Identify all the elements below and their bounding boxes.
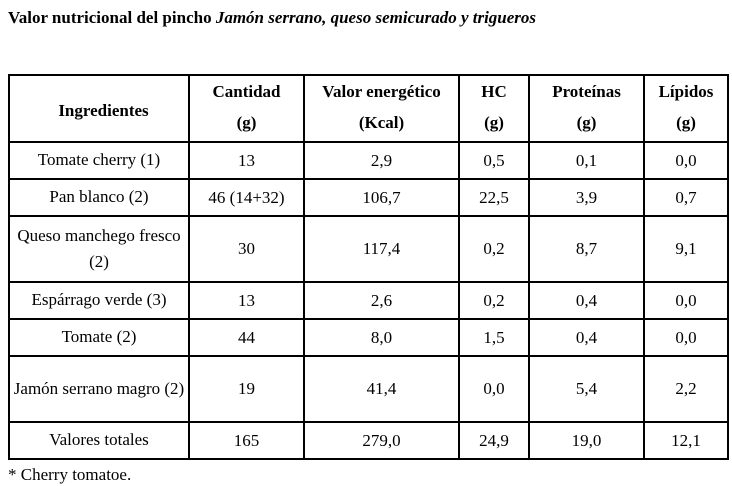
cell-ingredient: Espárrago verde (3) <box>8 281 190 320</box>
table-row: Pan blanco (2) 46 (14+32) 106,7 22,5 3,9… <box>8 178 729 217</box>
header-cell-proteinas: Proteínas (g) <box>528 74 645 143</box>
header-label: Cantidad <box>212 82 281 101</box>
header-cell-lipidos: Lípidos (g) <box>643 74 729 143</box>
cell-cantidad: 13 <box>188 141 305 180</box>
cell-proteinas: 0,4 <box>528 318 645 357</box>
cell-valor-energetico: 2,9 <box>303 141 460 180</box>
header-unit: (g) <box>236 113 257 132</box>
cell-valor-energetico: 2,6 <box>303 281 460 320</box>
cell-hc: 0,5 <box>458 141 530 180</box>
cell-proteinas: 3,9 <box>528 178 645 217</box>
cell-proteinas: 0,1 <box>528 141 645 180</box>
cell-hc: 0,2 <box>458 281 530 320</box>
cell-valor-energetico: 106,7 <box>303 178 460 217</box>
page-title: Valor nutricional del pincho Jamón serra… <box>8 8 732 28</box>
cell-valor-energetico: 41,4 <box>303 355 460 423</box>
header-label: Lípidos <box>658 82 714 101</box>
title-dish-name: Jamón serrano, queso semicurado y trigue… <box>215 8 537 27</box>
cell-ingredient: Tomate cherry (1) <box>8 141 190 180</box>
title-prefix: Valor nutricional del pincho <box>8 8 216 27</box>
header-label: HC <box>481 82 507 101</box>
table-row: Queso manchego fresco (2) 30 117,4 0,2 8… <box>8 215 729 283</box>
cell-valor-energetico: 117,4 <box>303 215 460 283</box>
header-label: Valor energético <box>322 82 441 101</box>
cell-hc: 22,5 <box>458 178 530 217</box>
cell-cantidad: 46 (14+32) <box>188 178 305 217</box>
header-cell-hc: HC (g) <box>458 74 530 143</box>
footnote: * Cherry tomatoe. <box>8 465 132 484</box>
cell-cantidad: 44 <box>188 318 305 357</box>
cell-lipidos: 2,2 <box>643 355 729 423</box>
header-unit: (Kcal) <box>358 113 405 132</box>
header-label: Ingredientes <box>58 101 149 120</box>
cell-hc: 24,9 <box>458 421 530 460</box>
cell-ingredient: Queso manchego fresco (2) <box>8 215 190 283</box>
cell-lipidos: 9,1 <box>643 215 729 283</box>
cell-proteinas: 5,4 <box>528 355 645 423</box>
cell-ingredient: Pan blanco (2) <box>8 178 190 217</box>
cell-ingredient: Tomate (2) <box>8 318 190 357</box>
header-label: Proteínas <box>552 82 621 101</box>
table-row-totals: Valores totales 165 279,0 24,9 19,0 12,1 <box>8 421 729 460</box>
header-row: Ingredientes Cantidad (g) Valor energétic… <box>8 74 729 143</box>
header-unit: (g) <box>576 113 597 132</box>
cell-cantidad: 19 <box>188 355 305 423</box>
table-row: Jamón serrano magro (2) 19 41,4 0,0 5,4 … <box>8 355 729 423</box>
cell-lipidos: 12,1 <box>643 421 729 460</box>
cell-valor-energetico: 8,0 <box>303 318 460 357</box>
cell-lipidos: 0,0 <box>643 141 729 180</box>
cell-proteinas: 0,4 <box>528 281 645 320</box>
table-row: Tomate (2) 44 8,0 1,5 0,4 0,0 <box>8 318 729 357</box>
cell-lipidos: 0,0 <box>643 318 729 357</box>
cell-hc: 0,2 <box>458 215 530 283</box>
header-unit: (g) <box>676 113 696 132</box>
cell-cantidad: 13 <box>188 281 305 320</box>
cell-ingredient: Valores totales <box>8 421 190 460</box>
cell-valor-energetico: 279,0 <box>303 421 460 460</box>
header-cell-valor-energetico: Valor energético (Kcal) <box>303 74 460 143</box>
cell-cantidad: 165 <box>188 421 305 460</box>
header-cell-ingredientes: Ingredientes <box>8 74 190 143</box>
header-cell-cantidad: Cantidad (g) <box>188 74 305 143</box>
cell-proteinas: 19,0 <box>528 421 645 460</box>
table-row: Tomate cherry (1) 13 2,9 0,5 0,1 0,0 <box>8 141 729 180</box>
cell-proteinas: 8,7 <box>528 215 645 283</box>
cell-hc: 0,0 <box>458 355 530 423</box>
cell-lipidos: 0,0 <box>643 281 729 320</box>
cell-cantidad: 30 <box>188 215 305 283</box>
cell-ingredient: Jamón serrano magro (2) <box>8 355 190 423</box>
table-row: Espárrago verde (3) 13 2,6 0,2 0,4 0,0 <box>8 281 729 320</box>
header-unit: (g) <box>484 113 504 132</box>
nutrition-table: Ingredientes Cantidad (g) Valor energétic… <box>8 74 729 460</box>
cell-lipidos: 0,7 <box>643 178 729 217</box>
cell-hc: 1,5 <box>458 318 530 357</box>
